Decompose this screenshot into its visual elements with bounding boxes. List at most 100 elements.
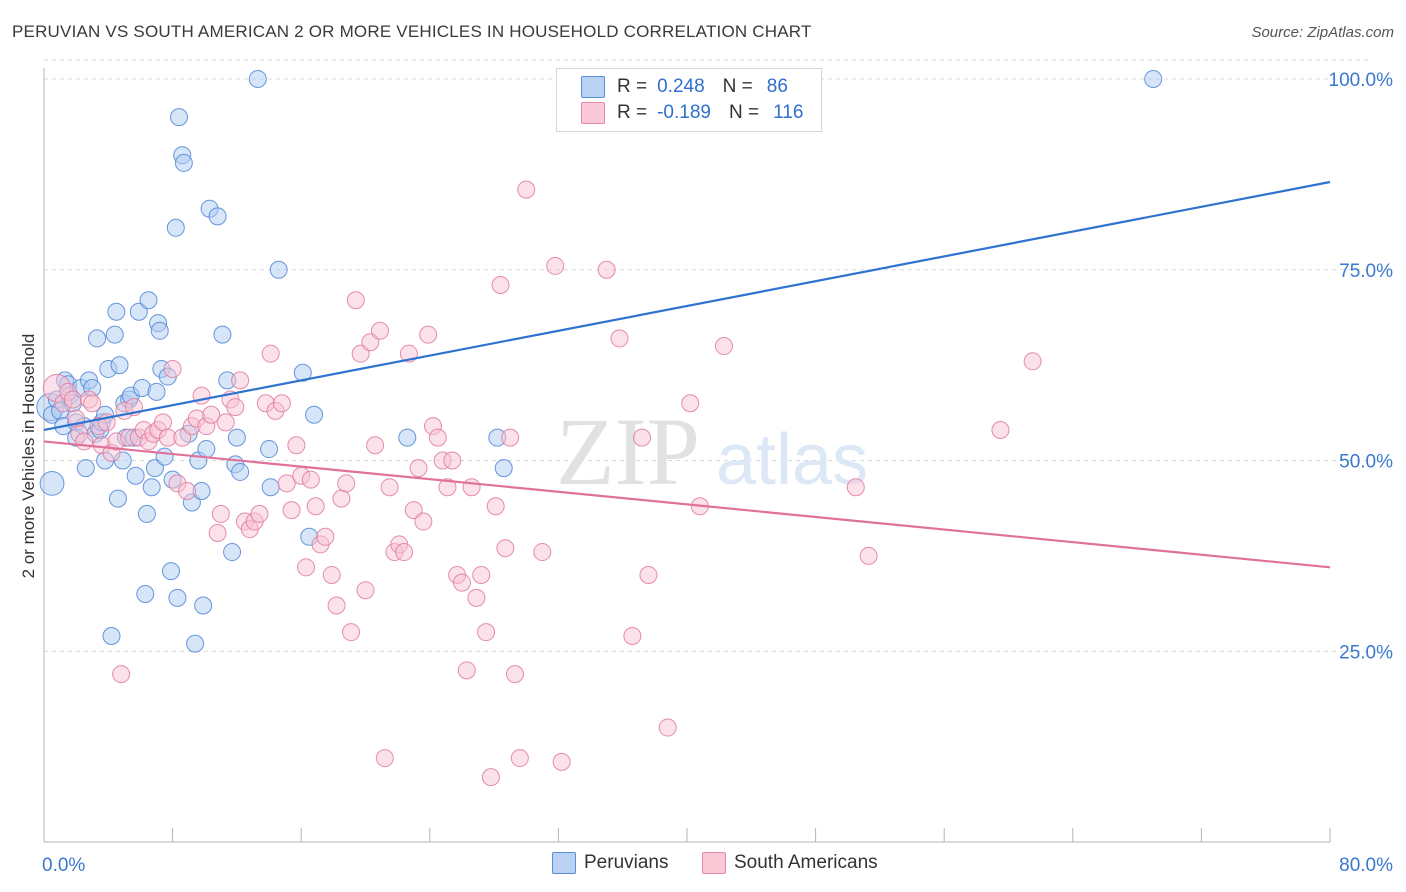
south-americans-point — [597, 260, 616, 279]
tick-labels: 100.0% 75.0% 50.0% 25.0% 0.0% 80.0% — [42, 70, 1393, 876]
south-americans-point — [272, 394, 291, 413]
south-americans-swatch — [702, 852, 726, 874]
south-americans-point — [211, 504, 230, 523]
n-label: N = — [728, 102, 760, 123]
south-americans-point — [414, 512, 433, 531]
south-americans-point — [481, 768, 500, 787]
south-americans-point — [517, 180, 536, 199]
peruvians-point — [213, 325, 232, 344]
y-tick-label: 100.0% — [1329, 70, 1394, 91]
chart-title: PERUVIAN VS SOUTH AMERICAN 2 OR MORE VEH… — [12, 22, 812, 41]
peruvians-point — [166, 218, 185, 237]
south-americans-point — [297, 558, 316, 577]
south-americans-point — [632, 428, 651, 447]
r-value: -0.189 — [657, 102, 711, 123]
south-americans-point — [395, 543, 414, 562]
r-label: R = — [617, 76, 648, 97]
peruvians-point — [208, 207, 227, 226]
south-americans-point — [496, 539, 515, 558]
n-label: N = — [722, 76, 753, 97]
peruvians-swatch — [581, 76, 605, 98]
south-americans-point — [681, 394, 700, 413]
peruvians-point — [107, 302, 126, 321]
stats-legend: R = 0.248 N = 86 R = -0.189 N = 116 — [556, 68, 822, 132]
south-americans-point — [419, 325, 438, 344]
y-tick-label: 50.0% — [1339, 452, 1393, 473]
peruvians-point — [305, 405, 324, 424]
peruvians-trend-line — [43, 180, 1331, 432]
peruvians-point — [293, 363, 312, 382]
south-americans-point — [639, 565, 658, 584]
south-americans-point — [991, 420, 1010, 439]
r-label: R = — [617, 102, 648, 123]
south-americans-point — [332, 489, 351, 508]
peruvians-point — [88, 329, 107, 348]
peruvians-point — [269, 260, 288, 279]
south-americans-point — [322, 565, 341, 584]
south-americans-point — [112, 665, 131, 684]
south-americans-point — [438, 478, 457, 497]
south-americans-point — [510, 749, 529, 768]
peruvians-point — [197, 440, 216, 459]
south-americans-point — [505, 665, 524, 684]
south-americans-point — [452, 573, 471, 592]
south-americans-point — [337, 474, 356, 493]
south-americans-point — [409, 459, 428, 478]
axes — [43, 68, 1331, 843]
south-americans-point — [277, 474, 296, 493]
legend-item-peruvians[interactable]: Peruvians — [552, 852, 669, 874]
peruvians-point — [142, 478, 161, 497]
south-americans-point — [859, 546, 878, 565]
peruvians-point — [76, 459, 95, 478]
south-americans-point — [75, 432, 94, 451]
south-americans-point — [477, 623, 496, 642]
peruvians-point — [261, 478, 280, 497]
peruvians-point — [155, 447, 174, 466]
peruvians-point — [398, 428, 417, 447]
legend-label-peruvians: Peruvians — [584, 852, 669, 873]
south-americans-point — [202, 405, 221, 424]
grid-lines — [44, 59, 1370, 652]
peruvians-point — [223, 543, 242, 562]
south-americans-point — [327, 596, 346, 615]
south-americans-point — [462, 478, 481, 497]
peruvians-point — [137, 504, 156, 523]
y-axis-label: 2 or more Vehicles in Household — [19, 334, 38, 579]
south-americans-point — [231, 371, 250, 390]
peruvians-point — [39, 470, 65, 496]
legend-item-south-americans[interactable]: South Americans — [702, 852, 878, 874]
n-value: 86 — [766, 76, 788, 97]
peruvians-point — [126, 466, 145, 485]
south-americans-point — [83, 394, 102, 413]
south-americans-point — [370, 321, 389, 340]
peruvians-point — [102, 626, 121, 645]
south-americans-point — [375, 749, 394, 768]
n-value: 116 — [773, 102, 804, 123]
peruvians-point — [110, 356, 129, 375]
peruvians-point — [170, 108, 189, 127]
south-americans-swatch — [581, 102, 605, 124]
south-americans-point — [153, 413, 172, 432]
south-americans-point — [486, 497, 505, 516]
south-americans-point — [1023, 352, 1042, 371]
south-americans-point — [457, 661, 476, 680]
south-americans-point — [610, 329, 629, 348]
south-americans-point — [380, 478, 399, 497]
south-americans-point — [501, 428, 520, 447]
south-americans-point — [63, 390, 82, 409]
peruvians-point — [186, 634, 205, 653]
south-americans-point — [163, 359, 182, 378]
watermark-zip: ZIP — [556, 398, 700, 505]
peruvians-point — [105, 325, 124, 344]
south-americans-point — [282, 501, 301, 520]
south-americans-point — [472, 565, 491, 584]
peruvians-point — [248, 70, 267, 88]
peruvians-point — [108, 489, 127, 508]
south-americans-point — [846, 478, 865, 497]
south-americans-point — [261, 344, 280, 363]
series-peruvians — [36, 70, 1163, 653]
peruvians-point — [136, 585, 155, 604]
south-americans-point — [366, 436, 385, 455]
peruvians-point — [494, 459, 513, 478]
